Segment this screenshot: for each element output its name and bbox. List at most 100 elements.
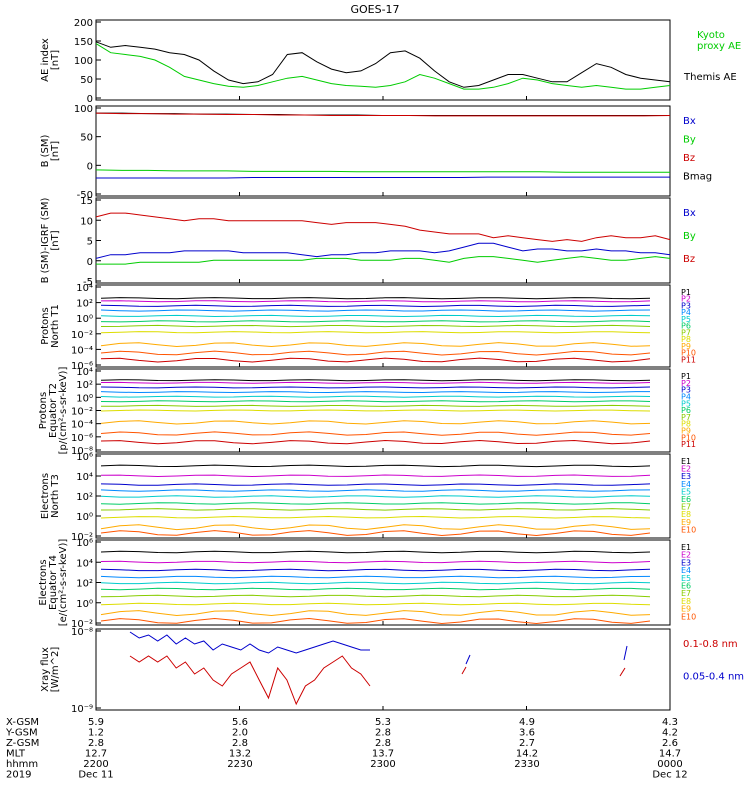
y-tick-label: 10⁻² [71, 619, 93, 630]
legend-entry: P3 [681, 301, 691, 310]
legend-entry: P8 [681, 420, 691, 429]
ephemeris-value: 5.6 [232, 717, 248, 728]
legend-entry: P7 [681, 413, 691, 422]
legend-entry: E8 [681, 597, 691, 606]
y-tick-label: 200 [74, 18, 93, 29]
legend-entry: Bz [683, 254, 695, 265]
ephemeris-value: 5.3 [375, 717, 391, 728]
y-axis-label: [p/(cm²-s-sr-keV)] [58, 367, 69, 455]
series-proton-equator-1 [100, 379, 651, 382]
data-series [95, 41, 671, 706]
panel-ee: 10⁶ 10⁴ 10² 10⁰ 10⁻² Electrons Equator T4 [e/(c… [38, 538, 696, 630]
series-electron-equator-10 [100, 617, 651, 625]
ephemeris-value: 2.8 [375, 728, 391, 739]
series-electron-north-1 [100, 464, 651, 468]
ephemeris-value: 2230 [227, 759, 252, 770]
series-electron-north-3 [100, 483, 651, 486]
panel-pn: 10⁴ 10² 10⁰ 10⁻² 10⁻⁴ 10⁻⁶ Protons North T1 P1P2… [40, 283, 696, 372]
y-tick-label: 0 [87, 161, 93, 172]
y-axis-label: AE index [40, 38, 51, 82]
series-electron-north-4 [100, 489, 651, 492]
y-tick-label: 10⁶ [76, 538, 93, 549]
y-tick-label: 10⁰ [76, 314, 93, 325]
series-proton-equator-2 [100, 381, 651, 384]
y-tick-label: 50 [80, 75, 93, 86]
ephemeris-value: 2.6 [662, 738, 678, 749]
series-proton-north-5 [100, 314, 651, 318]
legend-entry: E10 [681, 612, 696, 621]
y-tick-label: 10 [80, 216, 93, 227]
y-tick-label: 10⁴ [76, 472, 93, 483]
y-tick-label: 10⁻⁶ [71, 361, 93, 372]
y-tick-label: 10⁴ [76, 558, 93, 569]
legend-entry: E10 [681, 525, 696, 534]
y-axis-label: [W/m^2] [50, 647, 61, 693]
series-proton-equator-11 [100, 439, 651, 445]
ephemeris-value: 5.9 [88, 717, 104, 728]
series-proton-equator-10 [100, 431, 651, 436]
ephemeris-value: 2.8 [88, 738, 104, 749]
y-axis-label: North T3 [50, 474, 61, 518]
series-proton-north-7 [100, 324, 651, 328]
y-axis-label: B (SM) [40, 134, 51, 167]
y-axis-label: Protons [38, 392, 49, 429]
series-electron-equator-6 [100, 587, 651, 591]
series-proton-equator-6 [100, 400, 651, 403]
ephemeris-label: hhmm [6, 759, 38, 770]
series-diff-bz [95, 212, 671, 242]
panel-bdiff: 15 10 5 0 -5 B (SM)-IGRF (SM) [nT] Bx By Bz [40, 196, 696, 288]
legend-entry: E4 [681, 480, 691, 489]
series-electron-north-10 [100, 530, 651, 537]
y-tick-label: 10² [76, 492, 93, 503]
panel-frame [95, 19, 671, 101]
legend-entry: P5 [681, 315, 691, 324]
series-proton-north-8 [100, 331, 651, 334]
series-electron-equator-7 [100, 594, 651, 598]
legend-entry: Bx [683, 208, 696, 219]
panel-frame [95, 628, 671, 711]
series-electron-equator-9 [100, 609, 651, 617]
y-axis-label: B (SM)-IGRF (SM) [40, 198, 51, 284]
series-proton-north-2 [100, 300, 651, 303]
legend-entry: E9 [681, 518, 691, 527]
y-tick-label: 50 [80, 133, 93, 144]
series-kyoto-ae [95, 43, 671, 90]
y-tick-label: 10² [76, 579, 93, 590]
series-electron-north-9 [100, 524, 651, 531]
legend-entry: P9 [681, 342, 691, 351]
legend-entry: E7 [681, 589, 691, 598]
series-proton-equator-4 [100, 391, 651, 394]
y-tick-label: 10⁻⁸ [71, 446, 93, 457]
ephemeris-value: 14.2 [516, 749, 538, 760]
ephemeris-value: 2300 [370, 759, 395, 770]
legend-entry: 0.1-0.8 nm [683, 639, 738, 650]
legend-entry: P4 [681, 392, 691, 401]
legend-entry: P1 [681, 372, 691, 381]
legend-entry: E2 [681, 465, 691, 474]
legend-entry: E5 [681, 574, 691, 583]
legend-entry: E1 [681, 543, 691, 552]
y-tick-label: 10⁰ [76, 512, 93, 523]
ephemeris-label: Z-GSM [6, 738, 39, 749]
chart-title: GOES-17 [350, 3, 399, 16]
y-axis-label: North T1 [50, 304, 61, 348]
legend-entry: E1 [681, 457, 691, 466]
legend-entry: P11 [681, 355, 696, 364]
legend-entry: P8 [681, 335, 691, 344]
legend-entry: Themis AE [683, 72, 737, 83]
legend-entry: P11 [681, 440, 696, 449]
series-proton-north-10 [100, 350, 651, 356]
series-proton-equator-8 [100, 409, 651, 412]
panel-frame [95, 105, 671, 197]
y-axis-label: Xray flux [40, 647, 51, 692]
series-electron-equator-1 [100, 550, 651, 554]
y-tick-label: 10⁻² [71, 330, 93, 341]
ephemeris-value: 4.9 [519, 717, 535, 728]
ephemeris-value: 2330 [514, 759, 539, 770]
series-proton-equator-5 [100, 395, 651, 398]
legend-entry: P10 [681, 433, 696, 442]
series-xray-long-fragment [461, 666, 467, 675]
y-tick-label: 150 [74, 37, 93, 48]
legend-entry: 0.05-0.4 nm [683, 672, 744, 683]
y-tick-label: -50 [77, 190, 93, 201]
